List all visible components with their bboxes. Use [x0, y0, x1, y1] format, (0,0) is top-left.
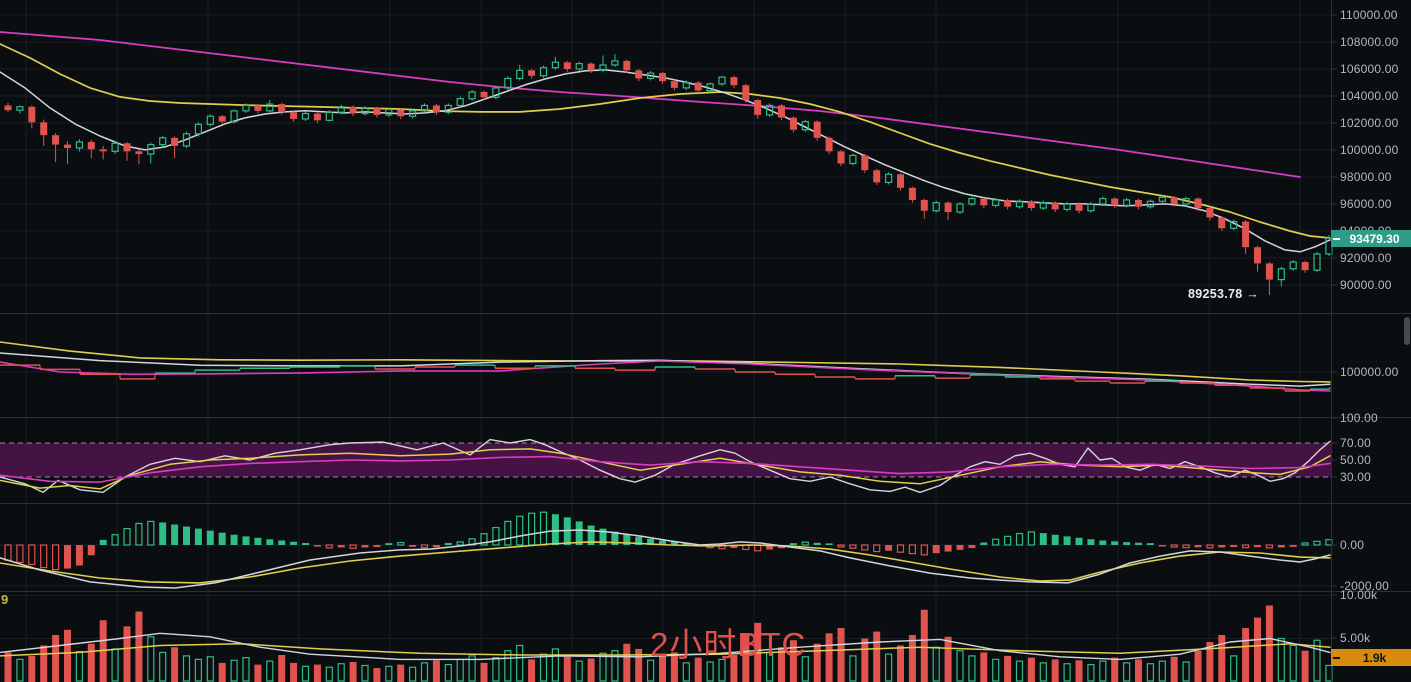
axis-label: 106000.00: [1340, 62, 1399, 76]
axis-label: 50.00: [1340, 453, 1372, 467]
axis-label: 100000.00: [1340, 365, 1399, 379]
axis-label: -2000.00: [1340, 579, 1389, 593]
axis-label: 98000.00: [1340, 170, 1392, 184]
price-axis-border: [1331, 0, 1332, 682]
axis-label: 70.00: [1340, 436, 1372, 450]
axis-label: 30.00: [1340, 470, 1372, 484]
axis-label: 102000.00: [1340, 116, 1399, 130]
current-price-tag: 93479.30: [1331, 230, 1411, 247]
session-low-label: 89253.78 →: [1188, 287, 1260, 301]
volume-tag-dash-icon: [1333, 656, 1340, 659]
price-tag-dash-icon: [1333, 237, 1340, 240]
axis-label: 110000.00: [1340, 8, 1398, 22]
axis-label: 100000.00: [1340, 143, 1399, 157]
axis-label: 10.00k: [1340, 588, 1378, 602]
current-volume-tag: 1.9k: [1331, 649, 1411, 666]
axis-label: 108000.00: [1340, 35, 1399, 49]
current-volume-value: 1.9k: [1362, 650, 1387, 665]
axis-label: 5.00k: [1340, 631, 1371, 645]
timeframe-watermark: 2小时BTC: [650, 626, 807, 663]
axis-label: 96000.00: [1340, 197, 1392, 211]
axis-label: 100.00: [1340, 411, 1378, 425]
pane-scrollbar-thumb[interactable]: [1404, 317, 1410, 345]
axis-label: 0.00: [1340, 538, 1365, 552]
current-price-value: 93479.30: [1349, 231, 1400, 246]
axis-label: 90000.00: [1340, 278, 1392, 292]
axis-label: 92000.00: [1340, 251, 1392, 265]
axis-label: 104000.00: [1340, 89, 1399, 103]
cutoff-indicator-digit: 9: [1, 592, 9, 607]
